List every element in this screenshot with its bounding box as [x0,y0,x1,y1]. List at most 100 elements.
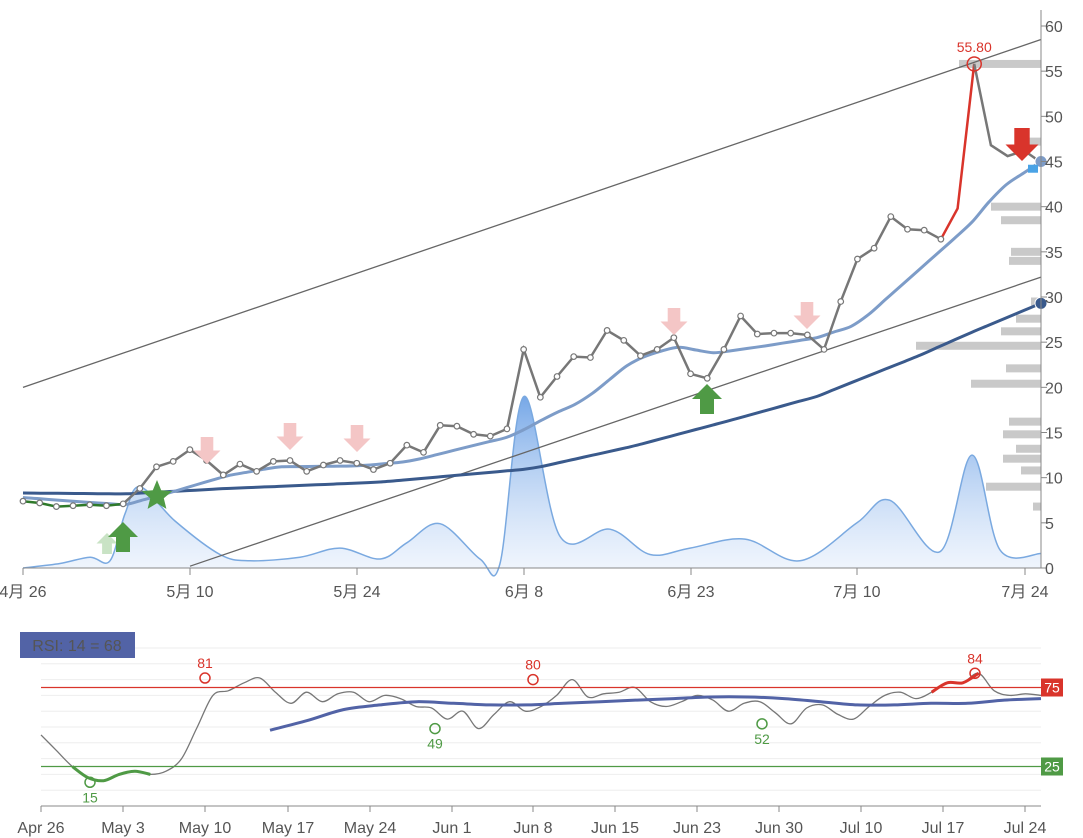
x-tick-label: 5月 10 [166,584,213,601]
price-point [370,466,377,473]
y-tick-label: 15 [1045,426,1063,443]
price-point [837,298,845,305]
rsi-oversold-segment [71,765,151,783]
price-chart: 55.80 0 5 10 15 20 25 30 35 40 45 50 55 60 4月 26 5月 10… [0,10,1063,601]
rsi-upper-band-label: 75 [1044,680,1060,696]
price-point [119,500,127,508]
x-tick-label: 6月 23 [667,584,714,601]
rsi-extreme-marker [199,672,211,684]
trend-channel [22,38,1042,567]
rsi-lower-band-label: 25 [1044,759,1060,775]
price-point [86,501,94,509]
price-point [587,354,594,361]
price-segment-red [939,63,976,240]
price-point [870,244,878,252]
rsi-x-tick-label: Apr 26 [17,820,64,837]
price-point [470,430,477,438]
rsi-x-tick-label: May 10 [179,820,232,837]
price-point [520,345,528,353]
y-tick-label: 10 [1045,471,1063,488]
rsi-lower-band-tag [1041,757,1063,776]
rsi-x-tick-label: May 17 [262,820,315,837]
price-point [453,422,461,430]
y-tick-label: 20 [1045,380,1063,397]
rsi-extreme-marker [429,722,441,735]
rsi-x-tick-label: Jun 1 [432,820,471,837]
x-tick-label: 7月 10 [833,584,880,601]
price-point [269,458,277,465]
y-tick-label: 35 [1045,245,1063,262]
volume-profile-bar [986,482,1041,491]
sell-arrow-faded [276,423,304,450]
rsi-x-tick-label: Jul 10 [840,820,883,837]
price-point [36,499,44,507]
trend-lower-line [189,276,1042,567]
y-tick-label: 45 [1045,155,1063,172]
rsi-extreme-marker [756,718,768,730]
price-series: 55.80 [19,39,1048,510]
volume-profile-bar [1016,444,1041,453]
volume-profile-bar [1009,417,1041,426]
price-max-label: 55.80 [957,39,992,55]
rsi-extreme-marker [969,667,981,680]
price-point [303,467,311,475]
volume-profile-bar [1006,364,1041,373]
sell-arrow-faded [193,437,221,464]
price-point [253,467,261,475]
y-tick-label: 30 [1045,290,1063,307]
volume-profile-bar [1001,216,1041,225]
rsi-axes: Apr 26 May 3 May 10 May 17 May 24 Jun 1 Jun 8 J… [17,632,1063,837]
volume-profile-bar [1003,430,1041,439]
sell-arrow-faded [343,425,371,452]
sell-arrow-faded [793,302,821,329]
y-tick-label: 50 [1045,109,1063,126]
price-point [737,312,745,320]
price-point [820,345,828,353]
x-tick-label: 7月 24 [1001,584,1048,601]
y-tick-label: 0 [1045,561,1054,578]
rsi-upper-band-tag [1041,678,1063,697]
rsi-x-tick-label: May 3 [101,820,145,837]
price-line-tail [972,63,1042,164]
volume-profile-histogram [916,59,1041,511]
price-point [787,329,795,337]
ma-slow-line [22,301,1042,496]
price-point [319,461,327,469]
price-point [420,448,427,456]
buy-arrow [108,522,138,552]
price-point [937,235,945,243]
rsi-extreme-label: 52 [754,731,770,747]
price-point [770,329,778,337]
price-point [920,226,928,234]
price-point [904,225,911,233]
price-point [570,353,578,361]
volume-profile-bar [1021,466,1041,475]
price-point [336,457,344,464]
price-point [720,345,728,353]
price-point [687,370,694,378]
price-point [386,459,394,467]
volume-profile-bar [1021,137,1041,146]
x-tick-label: 6月 8 [505,584,543,601]
rsi-extreme-label: 81 [197,655,213,671]
trend-upper-line [22,38,1042,388]
volume-profile-bar [1011,247,1041,256]
rsi-extreme-label: 84 [967,650,983,666]
volume-profile-bar [916,341,1041,350]
x-tick-label: 4月 26 [0,584,47,601]
price-point [219,471,227,479]
trade-signals [96,128,1039,554]
rsi-extreme-marker [527,673,539,686]
price-point [236,460,244,468]
price-axes: 0 5 10 15 20 25 30 35 40 45 50 55 60 4月 26 5月 10 5月 24 6… [0,10,1063,601]
sell-arrow-faded [660,308,688,335]
rsi-x-tick-label: Jul 24 [1004,820,1047,837]
last-price-tag [1028,164,1038,173]
volume-profile-bar [1001,327,1041,336]
rsi-extreme-marker [84,776,96,789]
price-point [670,334,678,342]
y-tick-label: 55 [1045,64,1063,81]
price-point [186,446,194,454]
